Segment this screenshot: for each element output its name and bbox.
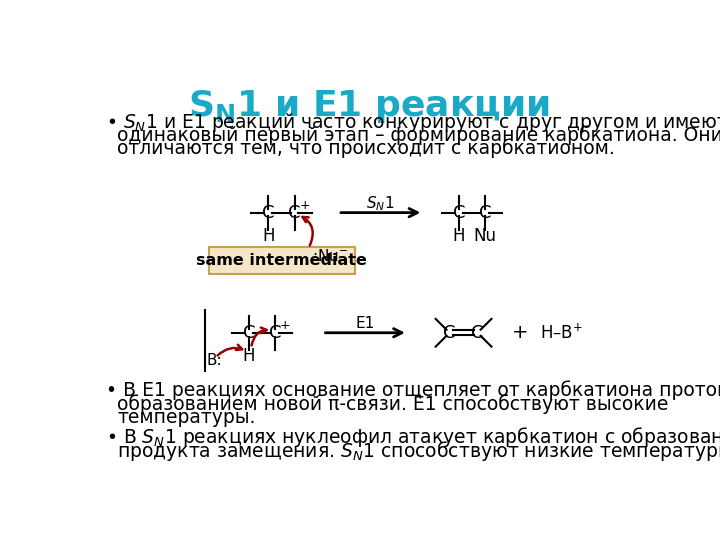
Text: same intermediate: same intermediate bbox=[197, 253, 367, 268]
Text: • $S_N$1 и E1 реакций часто конкурируют с друг другом и имеют: • $S_N$1 и E1 реакций часто конкурируют … bbox=[106, 111, 720, 134]
Text: • В $S_N$1 реакциях нуклеофил атакует карбкатион с образованием: • В $S_N$1 реакциях нуклеофил атакует ка… bbox=[106, 425, 720, 449]
Text: :Nu$^{-}$: :Nu$^{-}$ bbox=[312, 248, 348, 264]
Text: C: C bbox=[243, 324, 255, 342]
Text: образованием новой π-связи. E1 способствуют высокие: образованием новой π-связи. E1 способств… bbox=[117, 394, 668, 414]
Text: H–B$^{+}$: H–B$^{+}$ bbox=[539, 323, 582, 342]
Text: +: + bbox=[300, 199, 310, 212]
Text: H: H bbox=[243, 347, 255, 365]
FancyBboxPatch shape bbox=[209, 247, 355, 274]
Text: одинаковый первый этап – формирование карбкатиона. Они: одинаковый первый этап – формирование ка… bbox=[117, 125, 720, 145]
Text: H: H bbox=[453, 227, 465, 245]
Text: +: + bbox=[512, 323, 528, 342]
Text: C: C bbox=[453, 204, 465, 221]
Text: C: C bbox=[479, 204, 492, 221]
Text: температуры.: температуры. bbox=[117, 408, 256, 427]
Text: C: C bbox=[262, 204, 274, 221]
Text: B:: B: bbox=[206, 353, 222, 368]
Text: C: C bbox=[472, 324, 484, 342]
Text: +: + bbox=[280, 319, 290, 332]
Text: Nu: Nu bbox=[474, 227, 497, 245]
Text: продукта замещения. $S_N$1 способствуют низкие температуры.: продукта замещения. $S_N$1 способствуют … bbox=[117, 439, 720, 463]
Text: C: C bbox=[444, 324, 456, 342]
Text: H: H bbox=[262, 227, 274, 245]
Text: C: C bbox=[269, 324, 282, 342]
Text: отличаются тем, что происходит с карбкатионом.: отличаются тем, что происходит с карбкат… bbox=[117, 139, 615, 158]
Text: $\mathbf{S_N}$$\mathbf{1}$ и E1 реакции: $\mathbf{S_N}$$\mathbf{1}$ и E1 реакции bbox=[188, 88, 550, 125]
Text: C: C bbox=[288, 204, 301, 221]
Text: • В E1 реакциях основание отщепляет от карбкатиона протон с: • В E1 реакциях основание отщепляет от к… bbox=[106, 381, 720, 400]
Text: E1: E1 bbox=[356, 316, 374, 331]
Text: $S_N$1: $S_N$1 bbox=[366, 194, 395, 213]
